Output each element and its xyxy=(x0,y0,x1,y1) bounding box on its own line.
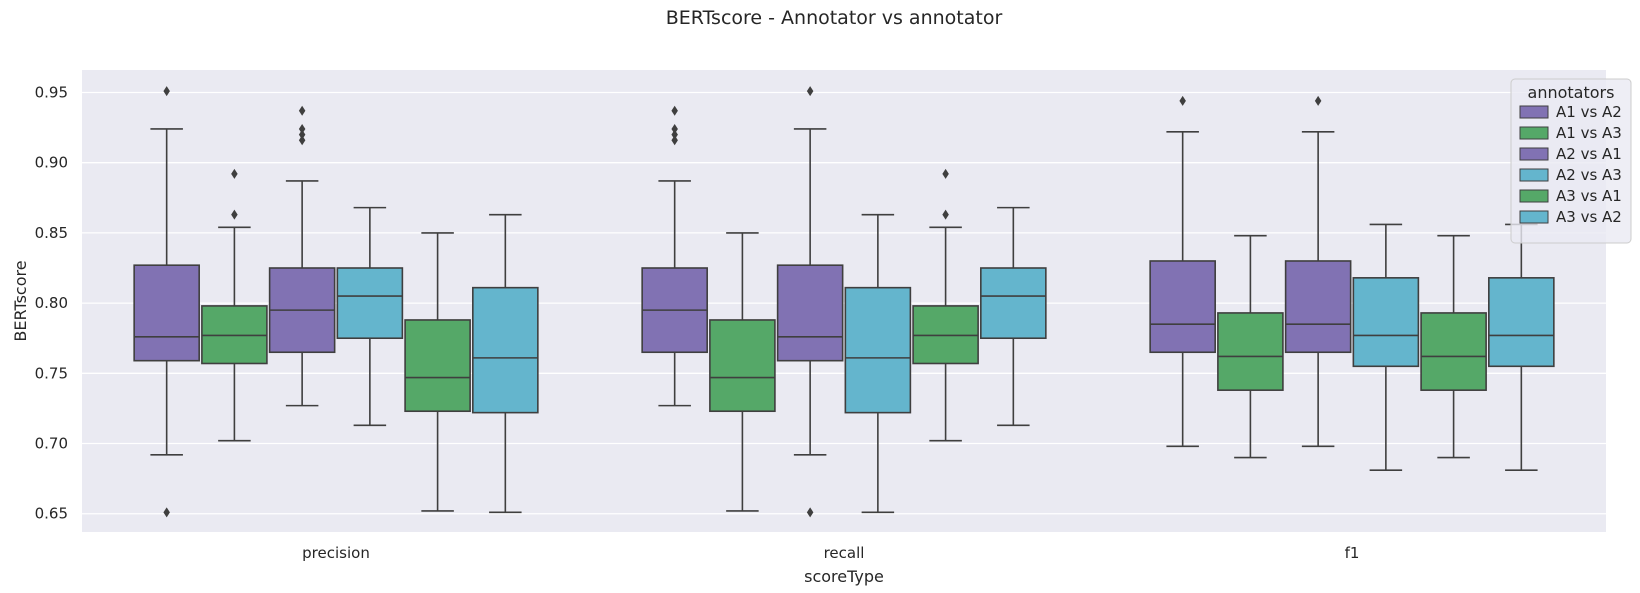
y-tick-label: 0.85 xyxy=(35,224,68,242)
legend-label: A2 vs A3 xyxy=(1556,166,1622,184)
legend-label: A2 vs A1 xyxy=(1556,145,1622,163)
y-tick-label: 0.90 xyxy=(35,154,68,172)
box-precision xyxy=(336,206,404,427)
box-iqr xyxy=(1149,260,1216,354)
x-axis-label: scoreType xyxy=(804,567,884,586)
legend-label: A1 vs A3 xyxy=(1556,124,1622,142)
outlier-point xyxy=(806,507,814,518)
legend-swatch xyxy=(1519,210,1549,224)
box-recall xyxy=(776,86,844,518)
gridlines xyxy=(82,91,1606,515)
outlier-point xyxy=(298,129,306,140)
box-recall xyxy=(709,232,776,512)
outlier-point xyxy=(231,209,238,220)
outlier-point xyxy=(298,123,306,134)
outlier-point xyxy=(806,86,814,97)
y-axis-label: BERTscore xyxy=(11,260,30,341)
outlier-point xyxy=(1314,95,1322,106)
series-a3-vs-a2 xyxy=(472,206,1555,514)
series-a3-vs-a1 xyxy=(404,168,1487,512)
box-iqr xyxy=(133,264,200,362)
x-tick-label-recall: recall xyxy=(824,544,865,562)
outlier-point xyxy=(298,135,306,146)
outlier-point xyxy=(163,86,170,97)
box-iqr xyxy=(1352,277,1420,368)
outlier-point xyxy=(942,168,949,179)
box-iqr xyxy=(472,286,539,414)
series-a2-vs-a1 xyxy=(268,86,1352,518)
box-recall xyxy=(980,206,1047,427)
y-tick-label: 0.80 xyxy=(35,294,68,312)
legend-label: A1 vs A2 xyxy=(1556,103,1622,121)
box-iqr xyxy=(709,319,776,413)
legend-swatch xyxy=(1519,189,1549,203)
box-precision xyxy=(472,213,539,514)
legend-label: A3 vs A2 xyxy=(1556,208,1622,226)
box-f1 xyxy=(1149,95,1216,448)
x-axis-ticks: precision recall f1 xyxy=(302,544,1359,562)
plot-area xyxy=(82,70,1606,532)
legend-swatch xyxy=(1519,105,1549,119)
legend-item: A3 vs A1 xyxy=(1519,187,1622,205)
box-iqr xyxy=(1488,277,1555,368)
legend-item: A2 vs A3 xyxy=(1519,166,1622,184)
box-iqr xyxy=(1284,260,1352,354)
legend-items: A1 vs A2 A1 vs A3 A2 vs A1 A2 vs A3 A3 vs A1… xyxy=(1519,103,1622,226)
y-tick-label: 0.75 xyxy=(35,364,68,382)
box-iqr xyxy=(776,264,844,362)
legend: annotators A1 vs A2 A1 vs A3 A2 vs A1 A2 vs… xyxy=(1510,78,1632,244)
outlier-point xyxy=(942,209,949,220)
box-precision xyxy=(404,232,471,512)
y-tick-label: 0.95 xyxy=(35,83,68,101)
box-f1 xyxy=(1488,223,1555,472)
legend-item: A2 vs A1 xyxy=(1519,145,1622,163)
box-recall xyxy=(641,105,708,407)
box-iqr xyxy=(1420,312,1487,391)
box-recall xyxy=(844,213,912,514)
series-a2-vs-a3 xyxy=(336,206,1420,514)
outlier-point xyxy=(671,135,678,146)
series-a1-vs-a3 xyxy=(201,168,1284,512)
chart-title: BERTscore - Annotator vs annotator xyxy=(666,7,1003,29)
legend-item: A1 vs A3 xyxy=(1519,124,1622,142)
box-precision xyxy=(268,105,336,407)
box-iqr xyxy=(336,267,404,340)
outlier-point xyxy=(671,129,678,140)
box-iqr xyxy=(1217,312,1284,391)
outlier-point xyxy=(163,507,170,518)
x-tick-label-precision: precision xyxy=(302,544,370,562)
box-precision xyxy=(201,168,268,442)
legend-swatch xyxy=(1519,168,1549,182)
outlier-point xyxy=(298,105,306,116)
series-a1-vs-a2 xyxy=(133,86,1216,518)
y-tick-label: 0.65 xyxy=(35,505,68,523)
box-f1 xyxy=(1217,234,1284,459)
box-f1 xyxy=(1284,95,1352,448)
outlier-point xyxy=(671,123,678,134)
legend-item: A1 vs A2 xyxy=(1519,103,1622,121)
legend-title: annotators xyxy=(1528,83,1615,102)
box-iqr xyxy=(844,286,912,414)
box-iqr xyxy=(980,267,1047,340)
box-iqr xyxy=(404,319,471,413)
outlier-point xyxy=(671,105,678,116)
box-f1 xyxy=(1420,234,1487,459)
box-f1 xyxy=(1352,223,1420,472)
y-tick-label: 0.70 xyxy=(35,435,68,453)
y-axis-ticks: 0.65 0.70 0.75 0.80 0.85 0.90 0.95 xyxy=(35,83,68,522)
box-precision xyxy=(133,86,200,518)
legend-swatch xyxy=(1519,126,1549,140)
outlier-point xyxy=(231,168,238,179)
legend-swatch xyxy=(1519,147,1549,161)
legend-label: A3 vs A1 xyxy=(1556,187,1622,205)
box-series xyxy=(133,86,1555,518)
x-tick-label-f1: f1 xyxy=(1345,544,1360,562)
legend-item: A3 vs A2 xyxy=(1519,208,1622,226)
outlier-point xyxy=(1179,95,1186,106)
box-recall xyxy=(912,168,979,442)
